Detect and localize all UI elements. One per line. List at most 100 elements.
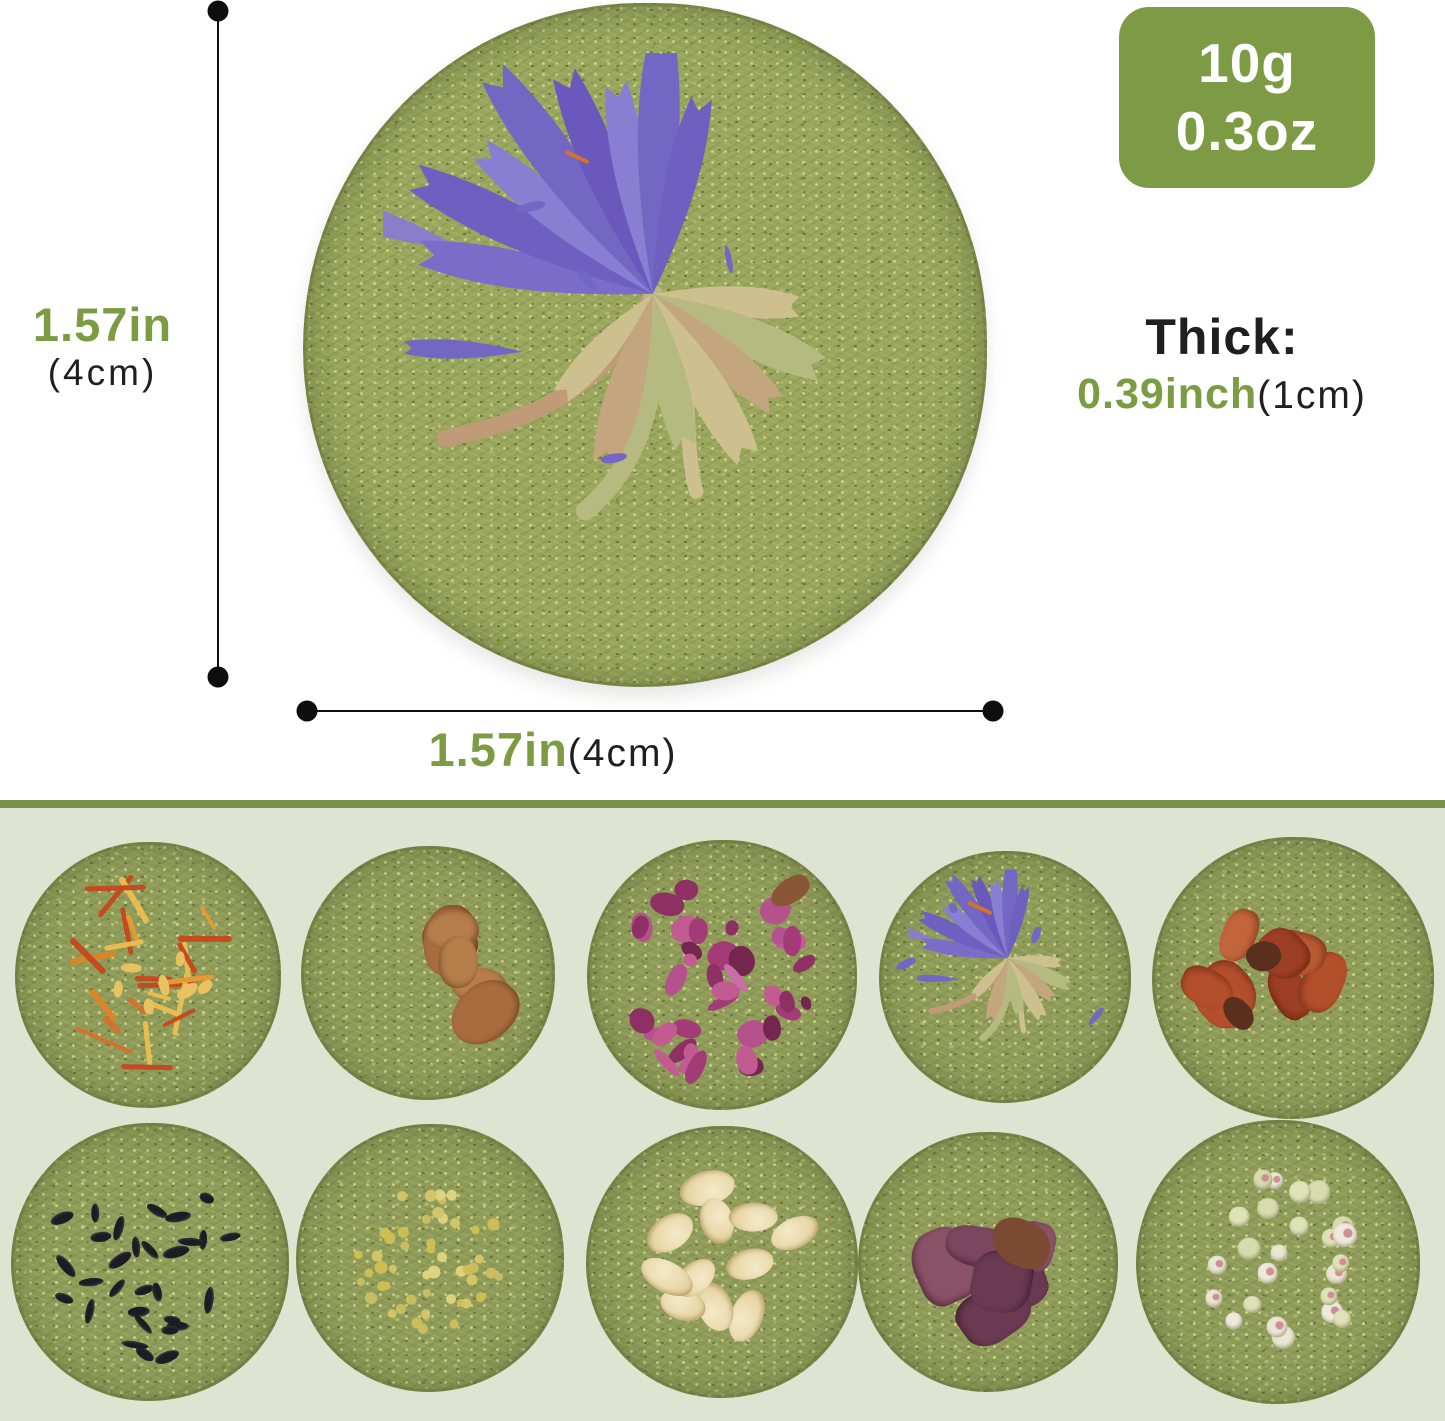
topping-piece <box>424 1189 437 1203</box>
topping-piece <box>365 1292 377 1305</box>
topping-piece <box>734 1044 760 1076</box>
topping-piece <box>1253 1169 1273 1190</box>
weight-grams: 10g <box>1198 32 1296 95</box>
height-line-bottom-dot <box>207 666 229 688</box>
topping-piece <box>120 961 142 974</box>
topping-piece <box>1306 1180 1331 1205</box>
topping-cornflower <box>303 3 987 687</box>
topping-piece <box>164 1209 192 1225</box>
topping-piece <box>388 1264 397 1274</box>
topping-piece <box>432 1207 444 1219</box>
height-value: 1.57in <box>32 298 173 351</box>
height-dimension-line <box>217 10 219 677</box>
height-line-top-dot <box>207 0 229 22</box>
topping-piece <box>103 938 144 951</box>
thickness-line: 0.39inch(1cm) <box>1022 370 1422 419</box>
hay-cake-millet <box>296 1124 564 1392</box>
topping-piece <box>377 1281 388 1292</box>
width-line-left-dot <box>296 700 318 722</box>
topping-piece <box>54 1290 75 1306</box>
topping-piece <box>422 1215 431 1224</box>
topping-piece <box>422 1288 431 1297</box>
topping-piece <box>161 1325 179 1335</box>
topping-piece <box>111 1214 127 1242</box>
topping-piece <box>463 1264 474 1276</box>
topping-piece <box>398 1227 409 1238</box>
topping-white-sorghum-seeds <box>1136 1120 1420 1404</box>
topping-piece <box>1288 1181 1311 1204</box>
topping-piece <box>420 1309 431 1320</box>
topping-piece <box>197 1189 216 1206</box>
topping-rose-petals <box>587 840 857 1110</box>
topping-piece <box>139 1239 161 1262</box>
topping-piece <box>628 1007 656 1035</box>
topping-piece <box>456 1298 466 1308</box>
topping-piece <box>90 1203 100 1223</box>
width-value: 1.57in <box>428 723 568 776</box>
topping-piece <box>374 1261 388 1274</box>
topping-piece <box>437 1251 447 1262</box>
topping-piece <box>1333 1222 1358 1247</box>
topping-piece <box>1331 1254 1350 1273</box>
topping-piece <box>74 1025 134 1054</box>
width-dimension-line <box>306 710 994 712</box>
topping-piece <box>722 1243 777 1285</box>
topping-piece <box>728 1202 779 1232</box>
topping-piece <box>1225 1312 1243 1330</box>
weight-badge: 10g 0.3oz <box>1119 7 1375 188</box>
hay-cake-rose-petals <box>587 840 857 1110</box>
topping-dried-papaya <box>1152 837 1434 1119</box>
topping-piece <box>387 1309 397 1318</box>
dried-cornflower <box>383 52 827 520</box>
topping-dried-apple <box>301 846 555 1100</box>
topping-safflower-petals <box>15 842 281 1108</box>
topping-piece <box>218 1231 241 1244</box>
topping-piece <box>437 1213 448 1224</box>
topping-piece <box>130 1235 141 1258</box>
hay-cake-cornflower <box>879 851 1131 1103</box>
topping-piece <box>357 1277 366 1286</box>
topping-piece <box>89 1230 113 1244</box>
topping-piece <box>161 1243 191 1261</box>
topping-piece <box>142 1020 153 1070</box>
topping-piece <box>106 1277 127 1300</box>
topping-piece <box>177 935 233 943</box>
topping-piece <box>449 1218 460 1229</box>
hay-cake-purple-sweet-potato <box>858 1132 1118 1392</box>
topping-piece <box>1229 1206 1250 1227</box>
topping-piece <box>724 919 739 937</box>
topping-piece <box>405 1294 417 1305</box>
weight-ounces: 0.3oz <box>1175 99 1319 162</box>
topping-piece <box>487 1218 499 1230</box>
topping-piece <box>371 1250 383 1262</box>
hay-cake-dried-papaya <box>1152 837 1434 1119</box>
topping-piece <box>112 979 125 999</box>
topping-piece <box>434 1189 446 1201</box>
topping-piece <box>77 1276 104 1288</box>
topping-cornflower <box>879 851 1131 1103</box>
topping-piece <box>1237 1237 1261 1260</box>
topping-piece <box>153 1347 181 1367</box>
topping-piece <box>144 998 154 1015</box>
topping-piece <box>466 1274 478 1286</box>
topping-piece <box>445 1294 456 1305</box>
topping-piece <box>202 1285 215 1314</box>
topping-oat-groats <box>586 1126 858 1398</box>
topping-piece <box>1207 1255 1227 1275</box>
topping-piece <box>468 1262 479 1274</box>
thickness-metric: (1cm) <box>1257 374 1367 417</box>
topping-piece <box>1243 1295 1262 1314</box>
topping-piece <box>397 1191 408 1202</box>
topping-piece <box>353 1250 363 1260</box>
hay-cake-black-seeds <box>11 1123 289 1401</box>
topping-black-seeds <box>11 1123 289 1401</box>
topping-piece <box>200 905 217 931</box>
thickness-title: Thick: <box>1145 309 1299 365</box>
topping-millet <box>296 1124 564 1392</box>
width-metric: (4cm) <box>567 732 678 775</box>
topping-piece <box>799 995 812 1012</box>
topping-piece <box>120 1064 173 1071</box>
topping-piece <box>417 1323 428 1334</box>
topping-piece <box>1332 1310 1351 1329</box>
